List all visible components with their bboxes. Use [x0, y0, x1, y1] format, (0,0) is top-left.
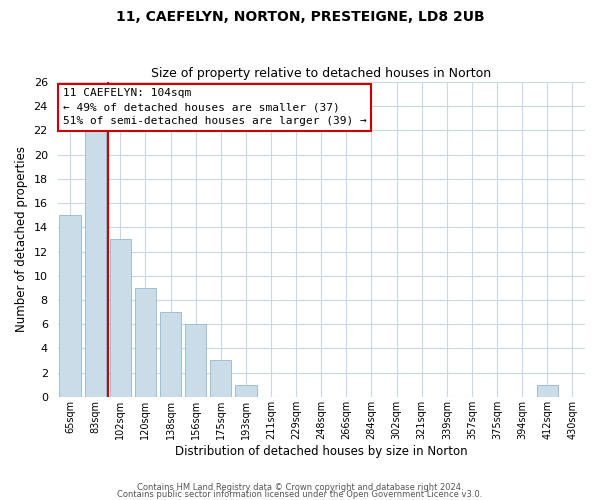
Text: 11 CAEFELYN: 104sqm
← 49% of detached houses are smaller (37)
51% of semi-detach: 11 CAEFELYN: 104sqm ← 49% of detached ho… [63, 88, 367, 126]
Y-axis label: Number of detached properties: Number of detached properties [15, 146, 28, 332]
Bar [160, 312, 181, 397]
Title: Size of property relative to detached houses in Norton: Size of property relative to detached ho… [151, 66, 491, 80]
Bar [85, 130, 106, 397]
Bar [235, 384, 257, 397]
Bar [135, 288, 156, 397]
Text: Contains HM Land Registry data © Crown copyright and database right 2024.: Contains HM Land Registry data © Crown c… [137, 484, 463, 492]
Bar [110, 240, 131, 397]
Bar [59, 215, 81, 397]
X-axis label: Distribution of detached houses by size in Norton: Distribution of detached houses by size … [175, 444, 467, 458]
Bar [536, 384, 558, 397]
Text: Contains public sector information licensed under the Open Government Licence v3: Contains public sector information licen… [118, 490, 482, 499]
Text: 11, CAEFELYN, NORTON, PRESTEIGNE, LD8 2UB: 11, CAEFELYN, NORTON, PRESTEIGNE, LD8 2U… [116, 10, 484, 24]
Bar [185, 324, 206, 397]
Bar [210, 360, 232, 397]
